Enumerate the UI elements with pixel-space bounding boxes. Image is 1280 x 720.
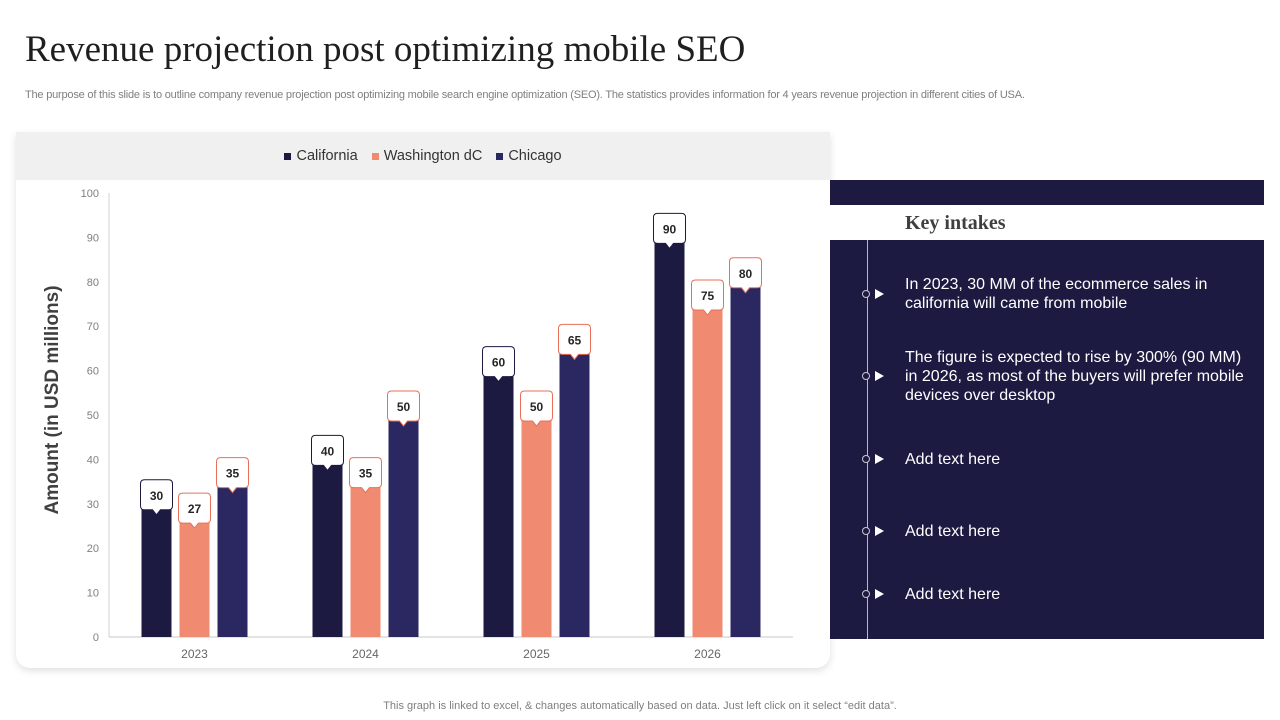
x-tick-label: 2025 (523, 647, 550, 661)
data-label-callout (520, 390, 553, 427)
data-label: 65 (568, 333, 582, 347)
data-label: 75 (701, 289, 715, 303)
bar (312, 459, 343, 637)
bar (388, 415, 419, 637)
data-label-callout (691, 279, 724, 316)
y-tick-label: 80 (87, 277, 99, 289)
y-axis-label: Amount (in USD millions) (42, 285, 63, 515)
data-label: 40 (321, 444, 335, 458)
play-arrow-icon (875, 289, 884, 299)
play-arrow-icon (875, 454, 884, 464)
legend-label-california: California (296, 148, 358, 164)
key-intake-text: In 2023, 30 MM of the ecommerce sales in… (905, 276, 1208, 312)
key-intake-text: The figure is expected to rise by 300% (… (905, 349, 1244, 404)
timeline-dot-icon (862, 290, 870, 298)
y-tick-label: 70 (87, 321, 99, 333)
legend-swatch-california (284, 152, 292, 160)
data-label: 90 (663, 222, 677, 236)
data-label-callout (653, 212, 686, 250)
bar (692, 304, 723, 637)
bar (350, 481, 381, 637)
legend-item-california: California (284, 148, 358, 164)
timeline-dot-icon (862, 527, 870, 535)
panel-title: Key intakes (905, 212, 1006, 234)
panel-header: Key intakes (830, 205, 1264, 240)
legend-item-washington: Washington dC (371, 148, 483, 164)
data-label: 50 (397, 400, 411, 414)
data-label-callout (558, 323, 591, 361)
play-arrow-icon (875, 526, 884, 536)
y-tick-label: 60 (87, 366, 99, 378)
data-label-callout (178, 492, 211, 529)
legend-label-washington: Washington dC (383, 148, 483, 164)
data-label: 35 (359, 467, 373, 481)
key-intake-text: Add text here (905, 586, 1001, 603)
data-label-callout (729, 257, 762, 294)
y-tick-label: 90 (87, 232, 99, 244)
legend-swatch-washington (371, 152, 379, 160)
x-tick-label: 2026 (694, 647, 721, 661)
data-label: 27 (188, 502, 202, 516)
page-title: Revenue projection post optimizing mobil… (25, 29, 746, 70)
bar (483, 370, 514, 637)
y-tick-label: 30 (87, 499, 99, 511)
page-subtitle: The purpose of this slide is to outline … (25, 89, 1025, 101)
play-arrow-icon (875, 371, 884, 381)
timeline-line (867, 240, 868, 639)
play-arrow-icon (875, 589, 884, 599)
data-label-callout (311, 434, 344, 472)
bar (217, 481, 248, 637)
y-tick-label: 100 (81, 188, 99, 200)
key-intake-text: Add text here (905, 451, 1001, 468)
data-label: 35 (226, 467, 240, 481)
data-label-callout (387, 390, 420, 427)
timeline-dot-icon (862, 455, 870, 463)
bar (730, 281, 761, 637)
bar (521, 415, 552, 637)
footer-note: This graph is linked to excel, & changes… (383, 700, 897, 712)
bar (559, 348, 590, 637)
data-label: 50 (530, 400, 544, 414)
key-intakes-panel: In 2023, 30 MM of the ecommerce sales in… (830, 240, 1264, 639)
legend-swatch-chicago (496, 152, 504, 160)
x-tick-label: 2024 (352, 647, 379, 661)
timeline-dot-icon (862, 590, 870, 598)
data-label-callout (216, 457, 249, 494)
legend-label-chicago: Chicago (508, 148, 562, 164)
y-tick-label: 10 (87, 588, 99, 600)
chart-legend: California Washington dC Chicago (16, 132, 830, 180)
y-tick-label: 40 (87, 454, 99, 466)
y-tick-label: 0 (93, 632, 99, 644)
data-label-callout (482, 346, 515, 383)
legend-item-chicago: Chicago (496, 148, 562, 164)
bar (654, 237, 685, 637)
chart-legend-band: California Washington dC Chicago (16, 132, 830, 180)
bar (179, 517, 210, 637)
timeline-dot-icon (862, 372, 870, 380)
key-intake-text: Add text here (905, 523, 1001, 540)
panel-top-band (830, 180, 1264, 205)
data-label: 80 (739, 267, 753, 281)
data-label: 60 (492, 356, 506, 370)
data-label-callout (140, 479, 173, 516)
y-tick-label: 20 (87, 543, 99, 555)
data-label: 30 (150, 489, 164, 503)
data-label-callout (349, 457, 382, 494)
x-tick-label: 2023 (181, 647, 208, 661)
bar-chart: 0 10 20 30 40 50 60 70 80 90 100 2023 30 27 35 2024 40 35… (81, 188, 793, 661)
bar (141, 503, 172, 637)
y-tick-label: 50 (87, 410, 99, 422)
